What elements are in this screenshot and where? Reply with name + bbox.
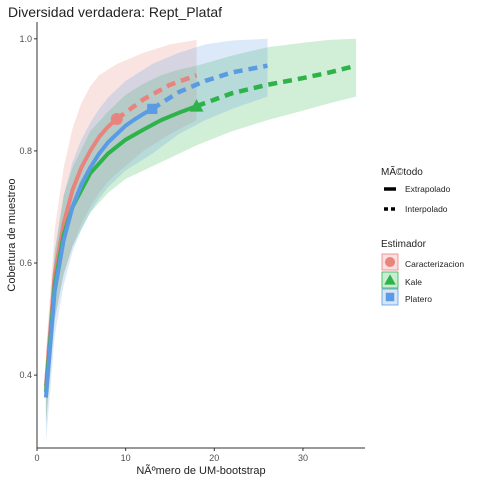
legend-estimator-label-2: Platero bbox=[405, 294, 432, 304]
legend-estimator-label-0: Caracterizacion bbox=[405, 259, 464, 269]
y-tick-label: 0.6 bbox=[19, 258, 32, 268]
x-tick-label: 10 bbox=[121, 453, 131, 463]
legend-marker-kale bbox=[384, 274, 396, 285]
x-axis-label: NÃºmero de UM-bootstrap bbox=[136, 464, 265, 477]
legend-method-label-0: Extrapolado bbox=[405, 184, 451, 194]
band-caracterizacion bbox=[45, 39, 197, 421]
legend-estimator: Estimador Caracterizacion Kale Platero bbox=[381, 239, 464, 306]
x-tick-label: 30 bbox=[298, 453, 308, 463]
chart-title: Diversidad verdadera: Rept_Plataf bbox=[8, 4, 222, 20]
band-kale bbox=[45, 38, 357, 426]
y-tick-label: 1.0 bbox=[19, 34, 32, 44]
observed-markers bbox=[110, 99, 204, 125]
y-ticks: 0.4 0.6 0.8 1.0 bbox=[19, 34, 37, 380]
x-ticks: 0 10 20 30 bbox=[34, 448, 308, 463]
solid-line-platero bbox=[43, 107, 154, 398]
series-lines bbox=[43, 63, 357, 398]
y-axis-label: Cobertura de muestreo bbox=[6, 178, 18, 291]
legend-estimator-title: Estimador bbox=[381, 239, 427, 250]
y-tick-label: 0.4 bbox=[19, 370, 32, 380]
legend-method-label-1: Interpolado bbox=[405, 204, 448, 214]
observed-point-platero bbox=[147, 103, 158, 114]
x-tick-label: 20 bbox=[209, 453, 219, 463]
observed-point-caracterizacion bbox=[110, 112, 123, 125]
dashed-line-caracterizacion bbox=[115, 73, 198, 121]
band-platero bbox=[45, 38, 268, 443]
y-tick-label: 0.8 bbox=[19, 146, 32, 156]
legend-method: MÃ©todo Extrapolado Interpolado bbox=[381, 165, 451, 214]
observed-point-kale bbox=[189, 99, 204, 112]
dashed-line-kale bbox=[195, 63, 357, 109]
axes bbox=[36, 22, 365, 449]
dashed-line-platero bbox=[150, 63, 268, 111]
confidence-bands bbox=[45, 38, 357, 443]
x-tick-label: 0 bbox=[34, 453, 39, 463]
legend-marker-platero bbox=[385, 292, 395, 302]
legend-estimator-label-1: Kale bbox=[405, 277, 422, 287]
legend-marker-caracterizacion bbox=[385, 257, 395, 267]
legend-method-title: MÃ©todo bbox=[381, 165, 423, 178]
